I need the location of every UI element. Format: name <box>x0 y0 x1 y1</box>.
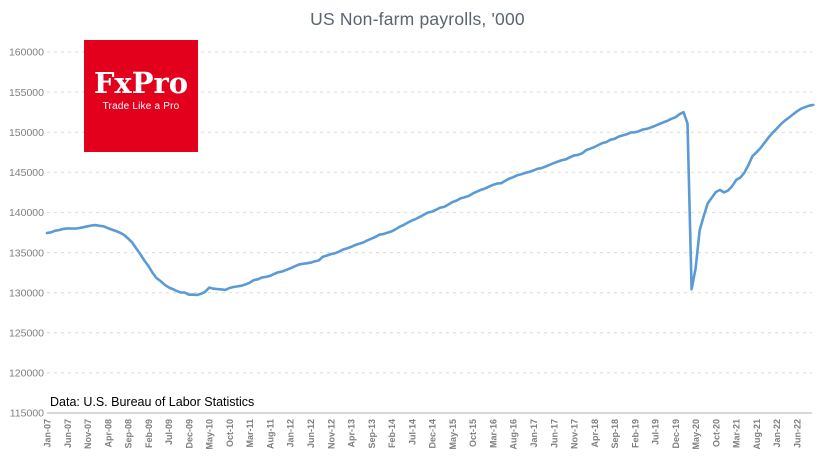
x-tick-label: Mar-21 <box>732 419 742 448</box>
x-tick-label: Jun-07 <box>63 419 73 448</box>
x-tick-label: Oct-15 <box>468 419 478 447</box>
x-tick-label: Aug-11 <box>266 419 276 449</box>
payrolls-series-line <box>45 103 815 297</box>
x-tick-label: Mar-16 <box>488 419 498 448</box>
x-tick-label: Oct-10 <box>225 419 235 447</box>
y-tick-label: 115000 <box>10 408 44 420</box>
fxpro-logo: FxPro Trade Like a Pro <box>84 40 198 152</box>
y-tick-label: 135000 <box>9 247 44 259</box>
x-tick-label: Nov-07 <box>83 419 93 449</box>
x-tick-label: Jan-07 <box>43 419 53 448</box>
x-tick-label: Dec-14 <box>428 419 438 449</box>
x-tick-label: May-10 <box>205 419 215 450</box>
x-tick-label: Jul-19 <box>651 419 661 445</box>
x-tick-label: Jun-22 <box>793 419 803 448</box>
x-tick-label: Aug-21 <box>752 419 762 450</box>
x-tick-label: Jan-22 <box>772 419 782 448</box>
x-tick-label: Jul-09 <box>164 419 174 445</box>
x-tick-label: Dec-09 <box>184 419 194 449</box>
x-tick-label: Oct-20 <box>711 419 721 447</box>
y-tick-label: 140000 <box>9 207 44 219</box>
y-tick-label: 125000 <box>9 327 44 339</box>
x-tick-label: Feb-09 <box>144 419 154 448</box>
x-tick-label: Mar-11 <box>245 419 255 448</box>
y-tick-label: 155000 <box>9 87 44 99</box>
x-tick-label: Jun-17 <box>549 419 559 448</box>
fxpro-logo-tagline: Trade Like a Pro <box>102 101 180 112</box>
x-tick-label: Dec-19 <box>671 419 681 449</box>
y-tick-label: 130000 <box>9 287 44 299</box>
x-tick-label: Jul-14 <box>407 419 417 445</box>
y-tick-label: 160000 <box>9 47 44 59</box>
x-tick-label: Nov-17 <box>570 419 580 449</box>
x-tick-label: Apr-13 <box>347 419 357 448</box>
x-tick-label: May-15 <box>448 419 458 450</box>
x-tick-label: Sep-13 <box>367 419 377 449</box>
fxpro-logo-text: FxPro <box>93 66 189 100</box>
x-tick-label: Jun-12 <box>306 419 316 448</box>
x-tick-label: Feb-14 <box>387 419 397 448</box>
x-tick-label: Sep-08 <box>124 419 134 449</box>
x-tick-label: Nov-12 <box>326 419 336 449</box>
x-tick-label: May-20 <box>691 419 701 450</box>
x-tick-label: Apr-18 <box>590 419 600 448</box>
x-tick-label: Jan-12 <box>286 419 296 448</box>
source-note: Data: U.S. Bureau of Labor Statistics <box>50 395 255 409</box>
y-tick-label: 145000 <box>9 167 44 179</box>
y-tick-label: 150000 <box>9 127 44 139</box>
x-tick-label: Aug-16 <box>509 419 519 450</box>
x-tick-label: Apr-08 <box>103 419 113 448</box>
x-tick-label: Feb-19 <box>630 419 640 448</box>
x-tick-label: Sep-18 <box>610 419 620 449</box>
y-tick-label: 120000 <box>9 368 44 380</box>
x-tick-label: Jan-17 <box>529 419 539 448</box>
chart-title: US Non-farm payrolls, '000 <box>310 9 525 29</box>
